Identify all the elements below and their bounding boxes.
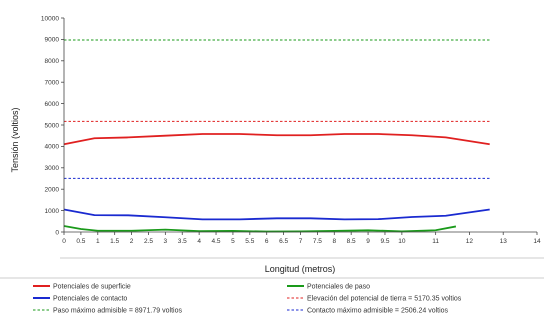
- y-axis-title: Tensión (voltios): [10, 107, 20, 172]
- y-tick-label: 1000: [45, 208, 60, 215]
- y-tick-label: 5000: [45, 122, 60, 129]
- x-tick-label: 9: [366, 238, 370, 245]
- x-tick-label: 14: [533, 238, 541, 245]
- x-tick-label: 7: [299, 238, 303, 245]
- y-axis-ticks: 0 1000 2000 3000 4000 5000 6000 7000 8000 9000 100…: [41, 15, 64, 236]
- y-tick-label: 3000: [45, 165, 60, 172]
- legend-label: Contacto máximo admisible = 2506.24 volt…: [307, 307, 449, 314]
- series-layer: [63, 39, 490, 233]
- x-axis-ticks: 0 0.5 1 1.5 2 2.5 3 3.5 4 4.5 5 5.5 6 6.5 7 7.5 8 8.5 9 9.5…: [62, 232, 541, 245]
- y-tick-label: 4000: [45, 144, 60, 151]
- x-tick-label: 8.5: [347, 238, 356, 245]
- y-tick-label: 10000: [41, 15, 59, 22]
- x-axis-title: Longitud (metros): [265, 264, 336, 274]
- x-tick-label: 4: [197, 238, 201, 245]
- y-tick-label: 6000: [45, 101, 60, 108]
- series-line-2: [63, 208, 490, 221]
- legend-label: Paso máximo admisible = 8971.79 voltios: [53, 307, 182, 314]
- x-tick-label: 9.5: [380, 238, 389, 245]
- series-line-0: [63, 133, 490, 146]
- x-tick-label: 13: [500, 238, 508, 245]
- x-tick-label: 10: [398, 238, 406, 245]
- y-tick-label: 8000: [45, 58, 60, 65]
- y-tick-label: 9000: [45, 37, 60, 44]
- legend-label: Potenciales de paso: [307, 283, 370, 290]
- legend-label: Potenciales de contacto: [53, 295, 127, 302]
- x-tick-label: 3.5: [178, 238, 187, 245]
- legend: Potenciales de superficie Potenciales de …: [33, 283, 462, 314]
- x-tick-label: 6: [265, 238, 269, 245]
- x-tick-label: 3: [164, 238, 168, 245]
- series-line-1: [63, 225, 457, 233]
- x-tick-label: 11: [432, 238, 439, 245]
- legend-label: Potenciales de superficie: [53, 283, 131, 290]
- x-tick-label: 0.5: [76, 238, 85, 245]
- x-tick-label: 2.5: [144, 238, 153, 245]
- x-tick-label: 12: [466, 238, 474, 245]
- x-tick-label: 1: [96, 238, 100, 245]
- x-tick-label: 5: [231, 238, 235, 245]
- y-tick-label: 7000: [45, 80, 60, 87]
- x-tick-label: 8: [332, 238, 336, 245]
- x-tick-label: 0: [62, 238, 66, 245]
- x-tick-label: 5.5: [245, 238, 254, 245]
- x-tick-label: 1.5: [110, 238, 119, 245]
- y-tick-label: 2000: [45, 187, 60, 194]
- x-tick-label: 6.5: [279, 238, 288, 245]
- x-tick-label: 4.5: [212, 238, 221, 245]
- legend-label: Elevación del potencial de tierra = 5170…: [307, 295, 462, 302]
- y-tick-label: 0: [55, 229, 59, 236]
- x-tick-label: 2: [130, 238, 134, 245]
- x-tick-label: 7.5: [313, 238, 322, 245]
